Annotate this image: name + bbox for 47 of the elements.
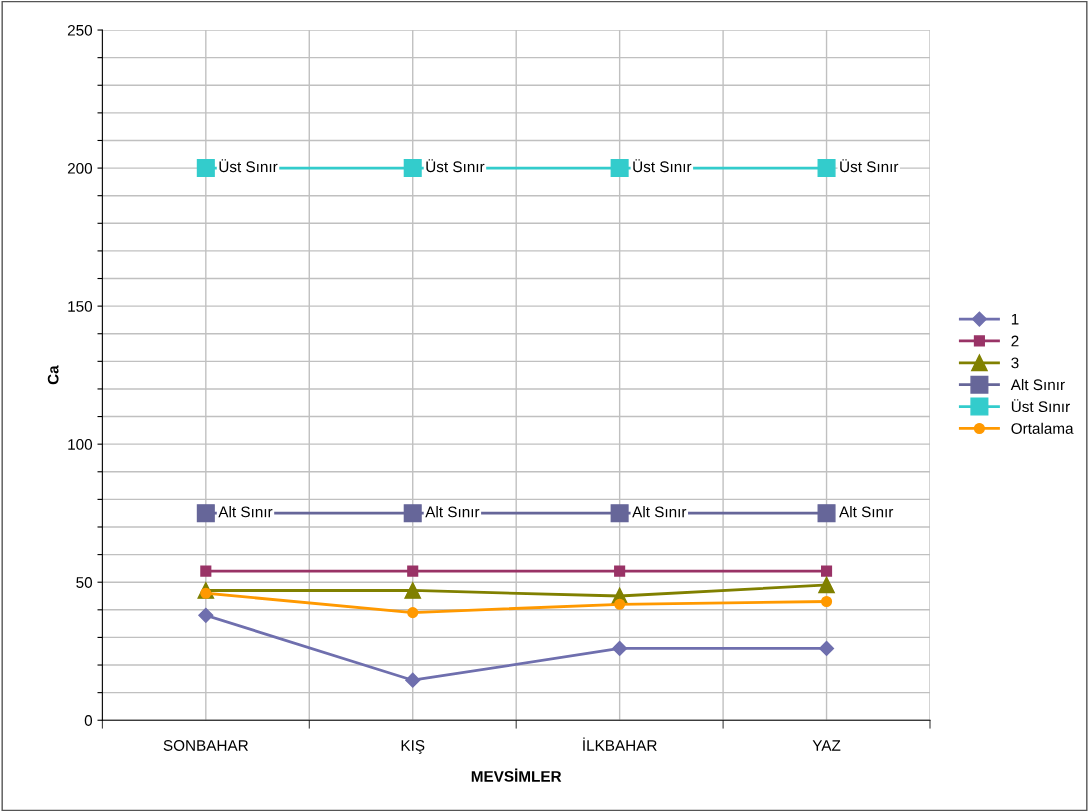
point [405, 672, 421, 688]
x-tick-label: YAZ [812, 740, 841, 751]
x-axis-title: MEVSİMLER [471, 768, 562, 782]
point [820, 565, 833, 577]
point [404, 582, 422, 599]
y-tick-label: 200 [67, 162, 93, 174]
point [610, 504, 629, 523]
x-tick-label: KIŞ [401, 740, 425, 754]
legend-label: 2 [1011, 335, 1019, 347]
y-axis-title: Ca [47, 365, 59, 385]
annotation: Alt Sınır [425, 506, 480, 518]
point [196, 504, 215, 523]
point [820, 595, 833, 608]
annotation: Üst Sınır [426, 159, 485, 173]
point [407, 607, 419, 619]
annotation: Alt Sınır [839, 506, 894, 518]
annotation: Üst Sınır [840, 159, 899, 173]
annotation: Alt Sınır [632, 506, 687, 518]
legend-label: 1 [1011, 313, 1019, 325]
x-tick-label: İLKBAHAR [583, 737, 657, 751]
point [198, 607, 214, 623]
annotation: Alt Sınır [218, 506, 273, 518]
legend-label: 3 [1011, 357, 1019, 369]
y-tick-label: 0 [84, 715, 93, 726]
y-tick-label: 250 [67, 24, 93, 36]
point [818, 640, 835, 657]
point [818, 576, 835, 594]
point [403, 159, 422, 178]
y-tick-label: 100 [68, 439, 93, 450]
legend-label: Alt Sınır [1010, 378, 1065, 391]
point [196, 159, 215, 178]
point [612, 640, 628, 657]
legend-label: Üst Sınır [1011, 399, 1070, 413]
legend-label: Ortalama [1011, 422, 1074, 434]
point [200, 565, 212, 577]
point [817, 504, 836, 523]
annotation: Üst Sınır [633, 159, 692, 173]
y-tick-label: 50 [76, 577, 93, 588]
y-tick-label: 150 [68, 300, 93, 312]
point [817, 159, 836, 178]
point [610, 159, 629, 178]
x-tick-label: SONBAHAR [163, 740, 248, 751]
point [614, 598, 626, 610]
point [407, 565, 419, 577]
point [403, 504, 422, 523]
annotation: Üst Sınır [219, 159, 278, 173]
point [614, 565, 626, 577]
